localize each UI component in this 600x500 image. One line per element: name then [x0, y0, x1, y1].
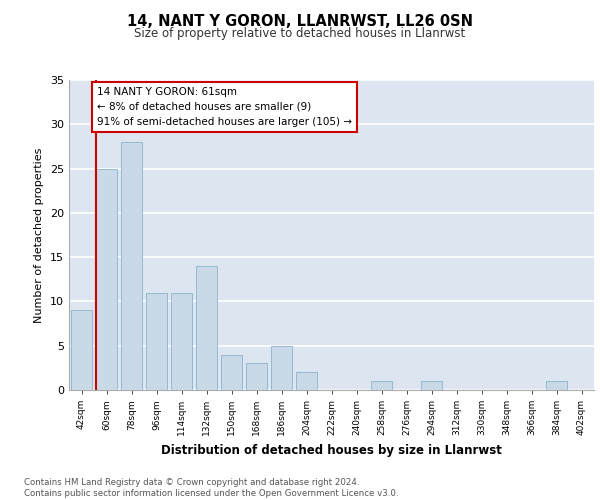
Text: Size of property relative to detached houses in Llanrwst: Size of property relative to detached ho… — [134, 28, 466, 40]
Text: Contains HM Land Registry data © Crown copyright and database right 2024.
Contai: Contains HM Land Registry data © Crown c… — [24, 478, 398, 498]
Bar — [246, 364, 267, 390]
Text: 14, NANT Y GORON, LLANRWST, LL26 0SN: 14, NANT Y GORON, LLANRWST, LL26 0SN — [127, 14, 473, 29]
Bar — [196, 266, 217, 390]
Bar — [71, 310, 92, 390]
Bar — [421, 381, 442, 390]
Bar — [296, 372, 317, 390]
Bar — [146, 292, 167, 390]
Bar — [171, 292, 192, 390]
Y-axis label: Number of detached properties: Number of detached properties — [34, 148, 44, 322]
Bar — [221, 354, 242, 390]
Bar — [121, 142, 142, 390]
Bar — [546, 381, 567, 390]
Text: 14 NANT Y GORON: 61sqm
← 8% of detached houses are smaller (9)
91% of semi-detac: 14 NANT Y GORON: 61sqm ← 8% of detached … — [97, 87, 352, 126]
Bar — [96, 168, 117, 390]
Bar — [271, 346, 292, 390]
Bar — [371, 381, 392, 390]
X-axis label: Distribution of detached houses by size in Llanrwst: Distribution of detached houses by size … — [161, 444, 502, 456]
